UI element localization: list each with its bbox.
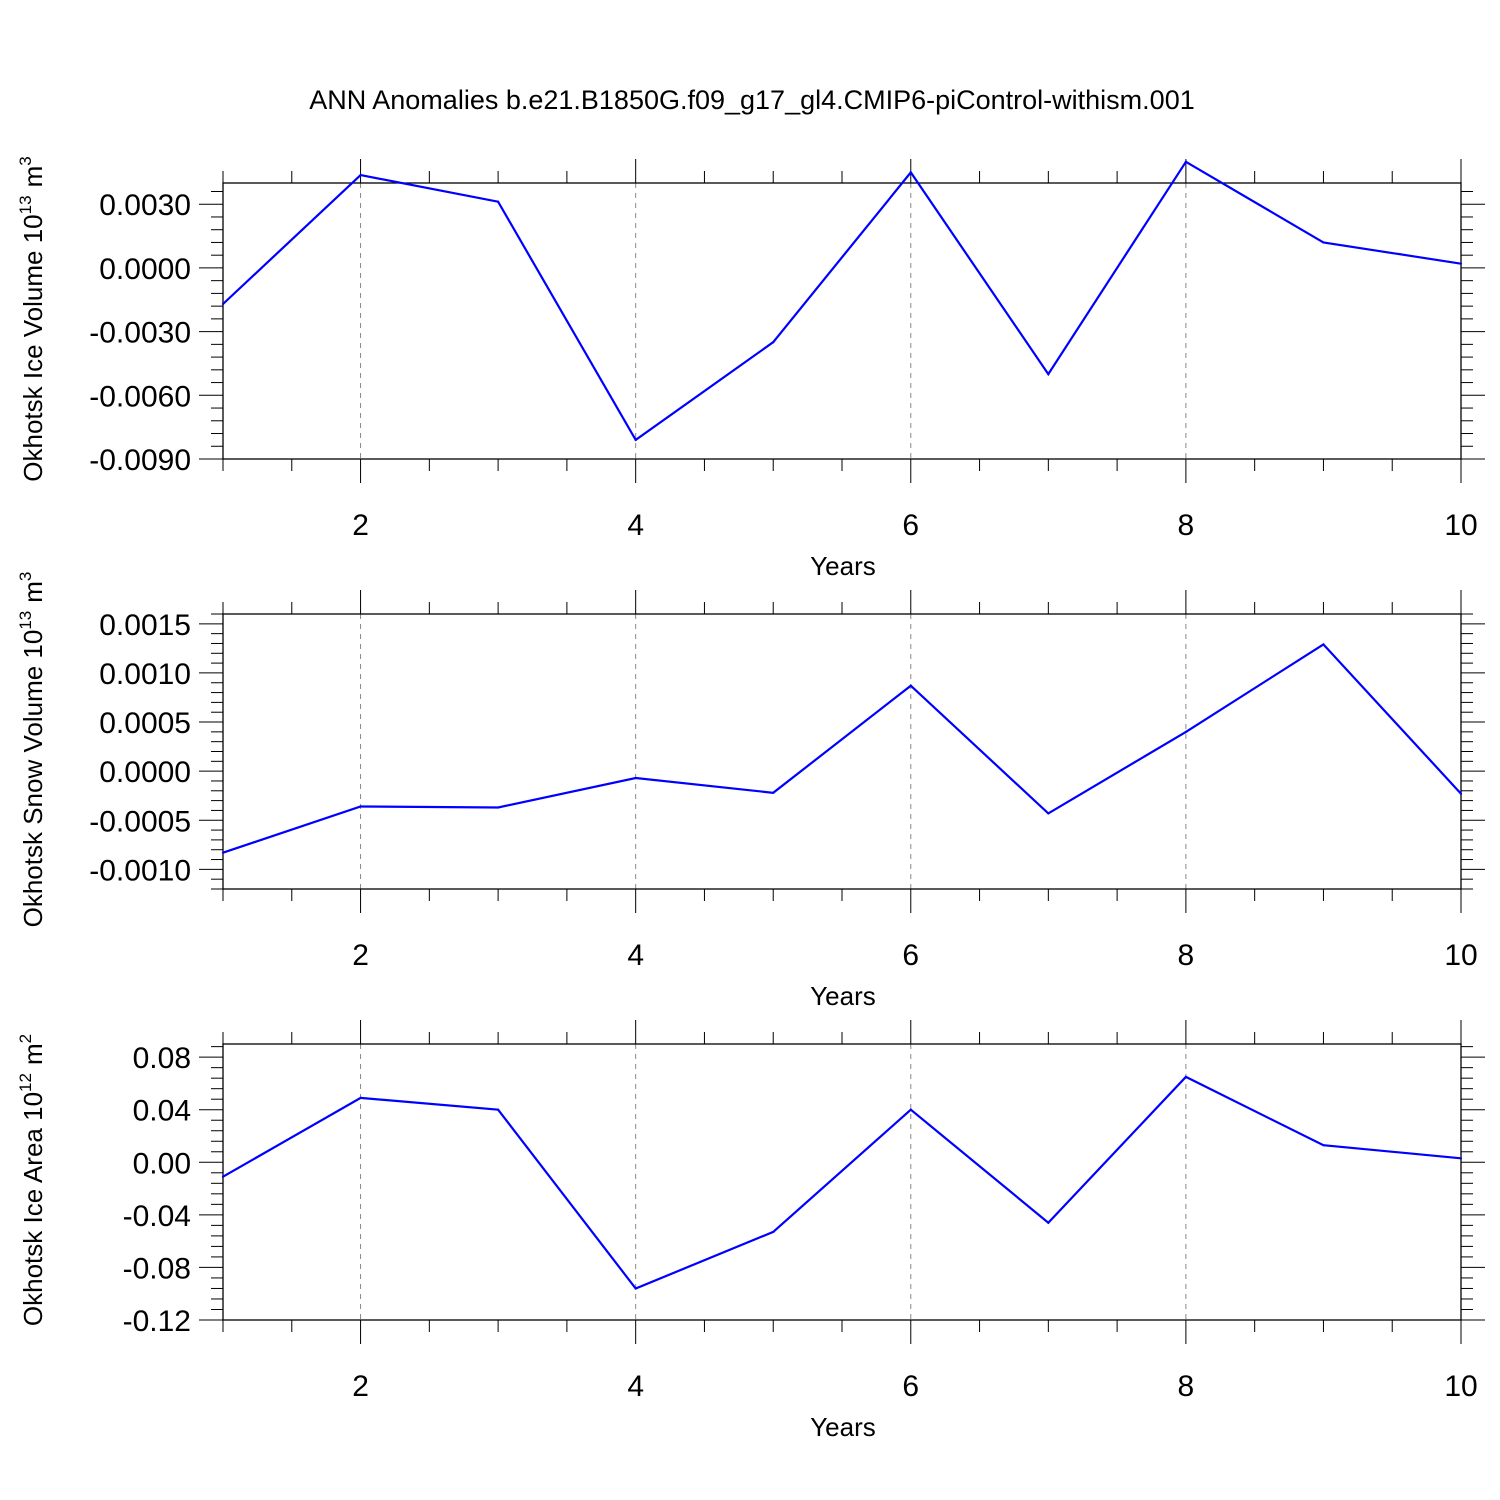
ice-volume-data-point	[1459, 262, 1463, 265]
ice-area-x-axis-title: Years	[810, 1412, 876, 1442]
snow-volume-y-tick-label: 0.0015	[99, 609, 191, 642]
snow-volume-data-point	[1047, 812, 1050, 815]
ice-area-y-tick-label: -0.12	[123, 1305, 191, 1338]
ice-area-y-tick-label: 0.04	[133, 1095, 191, 1128]
ice-area-data-point	[772, 1230, 775, 1234]
ice-area-x-tick-label: 2	[352, 1370, 369, 1403]
ice-volume-x-tick-label: 8	[1178, 509, 1195, 542]
ice-area-y-axis-title-ylabel-main: Okhotsk Ice Area 10	[18, 1092, 48, 1326]
snow-volume-data-point	[909, 684, 912, 687]
ice-volume-x-tick-label: 10	[1444, 509, 1477, 542]
ice-volume-x-axis-title: Years	[810, 551, 876, 581]
ice-area-y-axis-title-ylabel-unit-exp: 2	[16, 1034, 35, 1043]
snow-volume-y-axis-title-ylabel-unit-exp: 3	[16, 572, 35, 581]
ice-volume-y-tick-label: 0.0030	[99, 189, 191, 222]
ice-area-data-point	[634, 1287, 637, 1290]
snow-volume-y-axis-title: Okhotsk Snow Volume 1013 m3	[16, 572, 48, 928]
ice-volume-y-tick-label: 0.0000	[99, 253, 191, 286]
snow-volume-data-point	[634, 776, 637, 780]
ice-volume-data-point	[221, 302, 225, 306]
ice-area-x-tick-label: 6	[902, 1370, 919, 1403]
ice-volume-data-point	[497, 200, 500, 203]
snow-volume-data-point	[772, 791, 775, 794]
snow-volume-panel: -0.0010 -0.0005 0.0000 0.0005 0.0010 0.0015 2 4…	[16, 572, 1485, 1011]
ice-volume-x-tick-label: 6	[902, 509, 919, 542]
snow-volume-y-tick-label: 0.0005	[99, 707, 191, 740]
snow-volume-data-point	[1459, 792, 1463, 795]
ice-volume-data-point	[909, 171, 912, 174]
ice-volume-y-axis-title: Okhotsk Ice Volume 1013 m3	[16, 156, 48, 481]
snow-volume-data-point	[221, 851, 225, 854]
ice-area-panel: -0.12 -0.08 -0.04 0.00 0.04 0.08 2 4 6 8 10 Years Ok…	[16, 1020, 1485, 1442]
ice-area-plot-frame	[222, 1043, 1462, 1321]
snow-volume-x-axis-title: Years	[810, 981, 876, 1011]
snow-volume-data-point	[497, 806, 500, 809]
ice-area-data-point	[1047, 1221, 1050, 1224]
ice-volume-y-tick-label: -0.0090	[89, 444, 191, 477]
snow-volume-plot-frame	[222, 613, 1462, 890]
ice-volume-x-tick-label: 4	[627, 509, 644, 542]
ice-area-data-point	[909, 1108, 912, 1111]
ice-volume-y-tick-label: -0.0030	[89, 317, 191, 350]
ice-area-data-point	[1459, 1157, 1463, 1160]
snow-volume-y-axis-title-ylabel-unit: m	[18, 581, 48, 603]
ice-volume-y-axis-title-ylabel-unit-exp: 3	[16, 156, 35, 165]
ice-volume-series-line	[222, 160, 1462, 442]
snow-volume-y-tick-label: 0.0010	[99, 658, 191, 691]
snow-volume-y-tick-label: -0.0010	[89, 854, 191, 887]
ice-volume-y-axis-title-ylabel-unit: m	[18, 166, 48, 188]
snow-volume-x-tick-label: 2	[352, 939, 369, 972]
snow-volume-y-tick-label: 0.0000	[99, 756, 191, 789]
snow-volume-y-axis-title-ylabel-main: Okhotsk Snow Volume 10	[18, 630, 48, 928]
snow-volume-x-tick-label: 6	[902, 939, 919, 972]
ice-area-y-tick-label: 0.00	[133, 1147, 191, 1180]
ice-area-x-tick-label: 4	[627, 1370, 644, 1403]
ice-volume-data-point	[1047, 372, 1050, 376]
ice-volume-data-point	[1184, 160, 1187, 163]
snow-volume-x-tick-label: 4	[627, 939, 644, 972]
ice-area-y-tick-label: -0.04	[123, 1200, 191, 1233]
ice-volume-y-tick-label: -0.0060	[89, 380, 191, 413]
ice-area-y-tick-label: 0.08	[133, 1042, 191, 1075]
ice-area-data-point	[497, 1108, 500, 1111]
snow-volume-x-tick-label: 10	[1444, 939, 1477, 972]
snow-volume-x-tick-label: 8	[1178, 939, 1195, 972]
ice-area-y-tick-label: -0.08	[123, 1252, 191, 1285]
panels: -0.0090 -0.0060 -0.0030 0.0000 0.0030 2 4 6 8 10 Y…	[16, 156, 1485, 1442]
snow-volume-data-point	[1184, 730, 1187, 733]
snow-volume-series-line	[222, 642, 1462, 854]
ice-area-data-point	[1184, 1075, 1187, 1078]
ice-volume-data-point	[634, 438, 637, 441]
ice-area-x-tick-label: 8	[1178, 1370, 1195, 1403]
ice-area-x-tick-label: 10	[1444, 1370, 1477, 1403]
ice-volume-data-point	[1322, 241, 1325, 244]
snow-volume-data-point	[359, 805, 362, 808]
ice-area-y-axis-title-ylabel-unit: m	[18, 1043, 48, 1065]
snow-volume-y-tick-label: -0.0005	[89, 805, 191, 838]
ice-volume-data-point	[772, 341, 775, 344]
figure-title: ANN Anomalies b.e21.B1850G.f09_g17_gl4.C…	[309, 85, 1194, 115]
ice-area-y-axis-title: Okhotsk Ice Area 1012 m2	[16, 1034, 48, 1326]
ice-area-data-point	[1322, 1144, 1325, 1147]
ice-area-series-line	[222, 1075, 1462, 1290]
ice-area-y-axis-title-ylabel-exp: 12	[16, 1073, 35, 1092]
snow-volume-data-point	[1322, 643, 1325, 646]
ice-volume-y-axis-title-ylabel-main: Okhotsk Ice Volume 10	[18, 214, 48, 481]
ice-volume-panel: -0.0090 -0.0060 -0.0030 0.0000 0.0030 2 4 6 8 10 Y…	[16, 156, 1485, 581]
ice-area-data-point	[221, 1175, 225, 1178]
snow-volume-y-axis-title-ylabel-exp: 13	[16, 611, 35, 630]
ice-volume-plot-frame	[222, 182, 1462, 460]
ice-volume-x-tick-label: 2	[352, 509, 369, 542]
ice-volume-data-point	[359, 174, 362, 177]
ice-area-data-point	[359, 1096, 362, 1099]
ice-volume-y-axis-title-ylabel-exp: 13	[16, 195, 35, 214]
